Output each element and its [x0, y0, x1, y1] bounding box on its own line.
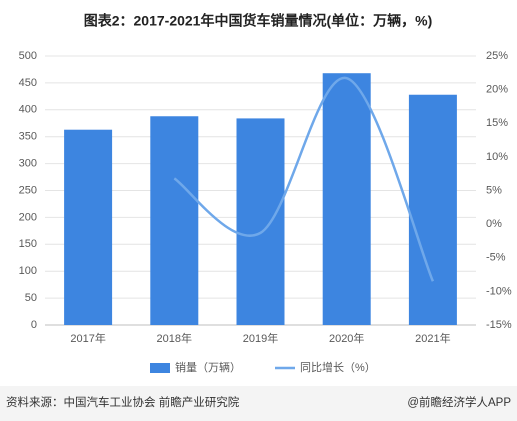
x-tick-label: 2020年 — [329, 331, 364, 345]
bar — [150, 116, 199, 325]
y-tick-label: 350 — [19, 131, 37, 143]
y-tick-label: 250 — [19, 184, 37, 196]
y-tick-label: 150 — [19, 238, 37, 250]
y-tick-label: 0 — [31, 319, 37, 331]
credit: @前瞻经济学人APP — [407, 395, 511, 409]
y2-tick-label: 20% — [486, 84, 508, 96]
y-tick-label: 500 — [19, 50, 37, 62]
bar — [236, 118, 285, 326]
y-tick-label: 200 — [19, 211, 37, 223]
legend-swatch — [150, 363, 170, 373]
y-tick-label: 100 — [19, 265, 37, 277]
y-tick-label: 450 — [19, 77, 37, 89]
x-tick-label: 2021年 — [415, 331, 450, 345]
y2-tick-label: -10% — [486, 285, 512, 297]
bar — [64, 129, 113, 325]
y2-tick-label: 15% — [486, 117, 508, 129]
bar — [408, 94, 457, 326]
y2-tick-label: 10% — [486, 151, 508, 163]
legend-label: 同比增长（%） — [300, 360, 376, 374]
y2-tick-label: 5% — [486, 184, 502, 196]
y-tick-label: 50 — [25, 292, 37, 304]
chart-title: 图表2：2017-2021年中国货车销量情况(单位：万辆，%) — [84, 13, 433, 29]
y2-tick-label: 25% — [486, 50, 508, 62]
y2-tick-label: -15% — [486, 319, 512, 331]
footer-bg — [0, 386, 517, 421]
bar — [322, 73, 371, 325]
legend-label: 销量（万辆） — [175, 360, 241, 374]
line — [173, 76, 435, 282]
y2-tick-label: 0% — [486, 218, 502, 230]
y-tick-label: 400 — [19, 104, 37, 116]
x-tick-label: 2017年 — [70, 331, 105, 345]
source: 资料来源：中国汽车工业协会 前瞻产业研究院 — [6, 395, 240, 409]
y2-tick-label: -5% — [486, 252, 506, 264]
y-tick-label: 300 — [19, 158, 37, 170]
x-tick-label: 2019年 — [243, 331, 278, 345]
x-tick-label: 2018年 — [157, 331, 192, 345]
